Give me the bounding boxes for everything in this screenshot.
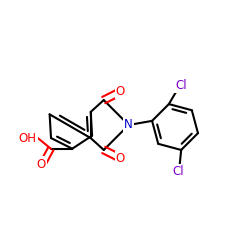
- Text: OH: OH: [18, 132, 36, 144]
- Text: Cl: Cl: [176, 79, 187, 92]
- Text: Cl: Cl: [172, 165, 184, 178]
- Text: O: O: [37, 158, 46, 171]
- Text: O: O: [116, 85, 125, 98]
- Text: N: N: [124, 118, 133, 132]
- Text: O: O: [116, 152, 125, 165]
